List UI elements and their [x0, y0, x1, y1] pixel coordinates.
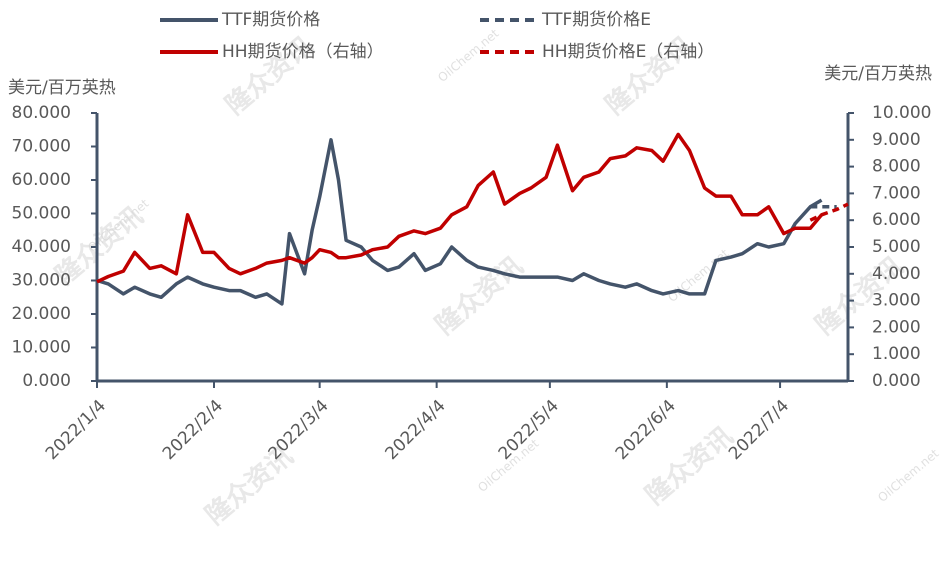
y2-tick-label: 0.000 [872, 371, 921, 391]
watermark-url: OilChem.net [435, 26, 501, 85]
x-tick-label: 2022/3/4 [265, 396, 333, 464]
watermark-url: OilChem.net [875, 446, 940, 505]
x-tick-label: 2022/7/4 [725, 396, 793, 464]
y-tick-label: 20.000 [12, 304, 71, 324]
y2-tick-label: 7.000 [872, 183, 921, 203]
y2-tick-label: 2.000 [872, 317, 921, 337]
y-tick-label: 50.000 [12, 204, 71, 224]
y2-axis-label: 美元/百万英热 [824, 64, 932, 84]
y2-tick-label: 1.000 [872, 344, 921, 364]
y-axis-label: 美元/百万英热 [8, 78, 116, 98]
legend-label: TTF期货价格E [541, 10, 651, 30]
y-tick-label: 30.000 [12, 271, 71, 291]
y2-tick-label: 5.000 [872, 237, 921, 257]
y2-tick-label: 9.000 [872, 130, 921, 150]
y-tick-label: 70.000 [12, 137, 71, 157]
legend-label: HH期货价格（右轴） [222, 42, 384, 62]
y-tick-label: 80.000 [12, 103, 71, 123]
y-tick-label: 0.000 [22, 371, 71, 391]
series-line [96, 132, 823, 284]
x-tick-label: 2022/2/4 [159, 396, 227, 464]
y2-tick-label: 8.000 [872, 157, 921, 177]
watermark-url: OilChem.net [665, 246, 731, 305]
y-tick-label: 60.000 [12, 170, 71, 190]
y-tick-label: 10.000 [12, 338, 71, 358]
series-line [96, 138, 823, 306]
legend-label: TTF期货价格 [221, 10, 320, 30]
y-tick-label: 40.000 [12, 237, 71, 257]
y2-tick-label: 4.000 [872, 264, 921, 284]
series-line [809, 202, 849, 222]
x-tick-label: 2022/6/4 [612, 396, 680, 464]
y2-tick-label: 10.000 [872, 103, 931, 123]
x-tick-label: 2022/1/4 [42, 396, 110, 464]
watermark: 隆众资讯 [430, 251, 529, 341]
y2-tick-label: 3.000 [872, 291, 921, 311]
legend-label: HH期货价格E（右轴） [542, 42, 714, 62]
x-tick-label: 2022/4/4 [382, 396, 450, 464]
y2-tick-label: 6.000 [872, 210, 921, 230]
